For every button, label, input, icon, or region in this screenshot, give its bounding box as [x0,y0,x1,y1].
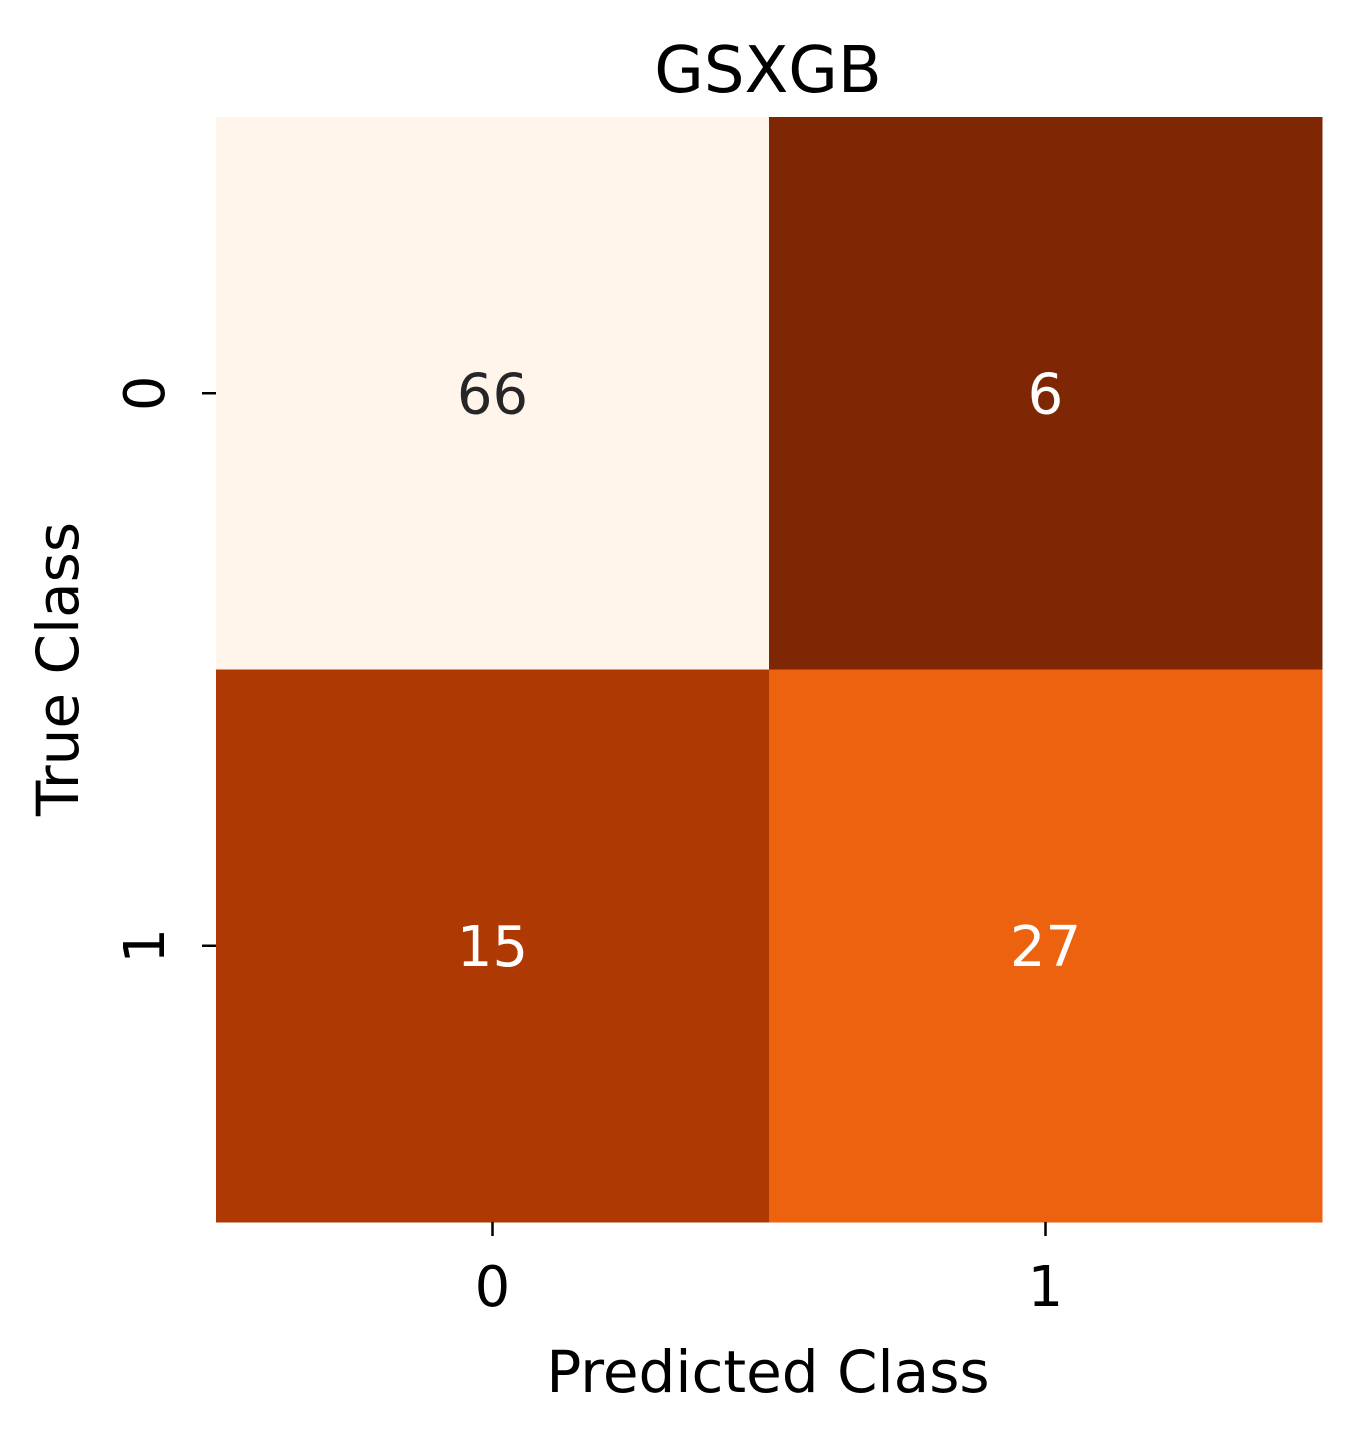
cell-value-r1-c1: 27 [1010,915,1081,980]
x-axis-label: Predicted Class [546,1338,989,1406]
heatmap-cell-r0-c0 [216,117,770,670]
heatmap-cell-r1-c0 [216,669,770,1223]
chart-title: GSXGB [654,34,882,108]
x-tick-label-0: 0 [475,1255,511,1320]
heatmap-cell-r1-c1 [769,669,1323,1223]
heatmap-cells [216,117,1323,1223]
heatmap-cell-labels: 66 615 27 [457,362,1081,980]
cell-value-r0-c1: 6 [1028,362,1064,427]
cell-value-r1-c0: 15 [457,915,528,980]
y-axis-label: True Class [24,522,92,817]
cell-value-r0-c0: 66 [457,362,528,427]
y-tick-label-1: 1 [113,928,178,964]
y-axis-ticks: 01 [113,375,216,964]
x-tick-label-1: 1 [1028,1255,1064,1320]
heatmap-cell-r0-c1 [769,117,1323,670]
y-tick-label-0: 0 [113,375,178,411]
